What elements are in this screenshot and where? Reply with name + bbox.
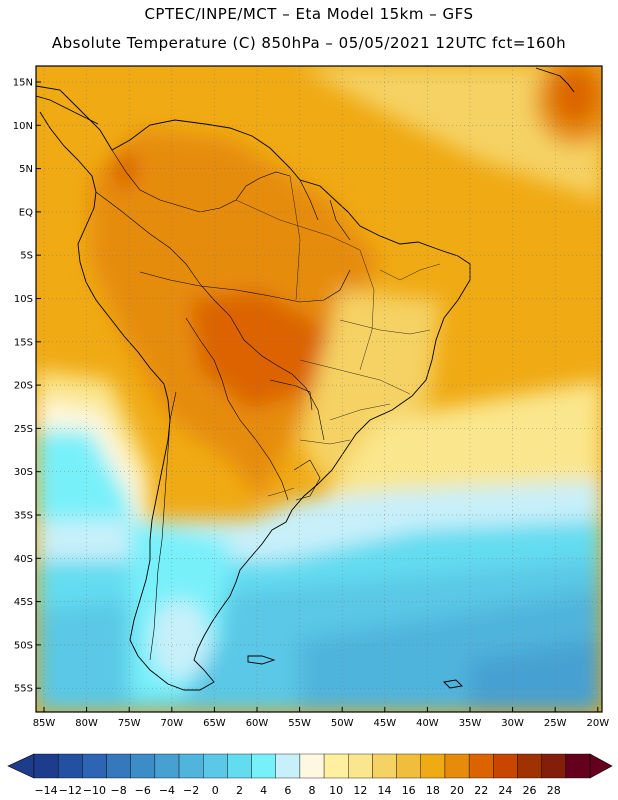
lat-label: 50S bbox=[14, 640, 33, 651]
state-borders bbox=[235, 175, 441, 497]
colorbar-cell bbox=[275, 753, 301, 779]
temperature-field bbox=[36, 66, 602, 712]
lon-label: 30W bbox=[501, 718, 524, 729]
colorbar-cell bbox=[57, 753, 83, 779]
colorbar-label: 26 bbox=[523, 784, 537, 797]
lat-label: 10N bbox=[13, 121, 33, 132]
colorbar-label: −8 bbox=[110, 784, 126, 797]
colorbar-label: 2 bbox=[236, 784, 243, 797]
colorbar-cell bbox=[33, 753, 59, 779]
colorbar-label: 12 bbox=[353, 784, 367, 797]
lon-label: 40W bbox=[416, 718, 439, 729]
colorbar-cell bbox=[251, 753, 276, 779]
country-borders bbox=[95, 149, 351, 661]
colorbar-label: −2 bbox=[183, 784, 199, 797]
lon-label: 70W bbox=[160, 718, 183, 729]
colorbar-label: 28 bbox=[547, 784, 561, 797]
colorbar-label: 18 bbox=[426, 784, 440, 797]
colorbar-label: 20 bbox=[450, 784, 464, 797]
lat-label: 20S bbox=[14, 381, 33, 392]
colorbar-cells bbox=[7, 753, 613, 779]
lon-label: 60W bbox=[246, 718, 269, 729]
colorbar-labels: −14 −12 −10 −8 −6 −4 −2 0 2 4 6 8 10 12 14 16 18 20 22 24 26… bbox=[34, 784, 560, 797]
lon-label: 55W bbox=[288, 718, 311, 729]
colorbar-label: 6 bbox=[284, 784, 291, 797]
lat-label: 40S bbox=[14, 554, 33, 565]
lat-label: 15S bbox=[14, 337, 33, 348]
lon-label: 75W bbox=[118, 718, 141, 729]
lon-label: 45W bbox=[373, 718, 396, 729]
lon-label: 85W bbox=[33, 718, 56, 729]
colorbar-cell bbox=[130, 753, 156, 779]
colorbar-cell bbox=[203, 753, 228, 779]
lat-label: 5S bbox=[20, 251, 33, 262]
colorbar-label: 22 bbox=[474, 784, 488, 797]
colorbar-label: 24 bbox=[498, 784, 512, 797]
temperature-map: 15N 10N 5N EQ 5S 10S 15S 20S 25S 30S 35S 40S 45S 50S 5… bbox=[13, 65, 609, 729]
colorbar-cell bbox=[565, 753, 591, 779]
colorbar-label: −4 bbox=[159, 784, 175, 797]
colorbar-cell bbox=[178, 753, 204, 779]
lat-label: 5N bbox=[19, 164, 33, 175]
lon-label: 65W bbox=[203, 718, 226, 729]
colorbar-cell bbox=[299, 753, 325, 779]
colorbar-label: −10 bbox=[83, 784, 106, 797]
lat-label: 25S bbox=[14, 424, 33, 435]
colorbar-cell bbox=[541, 753, 567, 779]
colorbar-label: −6 bbox=[135, 784, 151, 797]
colorbar-cell bbox=[420, 753, 446, 779]
colorbar-cell bbox=[82, 753, 107, 779]
colorbar-label: 4 bbox=[260, 784, 267, 797]
colorbar-cell bbox=[468, 753, 494, 779]
colorbar-label: 16 bbox=[402, 784, 416, 797]
colorbar-cell bbox=[396, 753, 421, 779]
lat-label: 45S bbox=[14, 597, 33, 608]
colorbar-cell bbox=[323, 753, 349, 779]
colorbar-high-arrow bbox=[589, 753, 613, 779]
colorbar-cell bbox=[106, 753, 131, 779]
latitude-labels: 15N 10N 5N EQ 5S 10S 15S 20S 25S 30S 35S 40S 45S 50S 5… bbox=[13, 78, 41, 695]
lon-label: 20W bbox=[586, 718, 609, 729]
lon-label: 35W bbox=[459, 718, 482, 729]
colorbar-label: 8 bbox=[309, 784, 316, 797]
map-frame bbox=[35, 65, 603, 713]
colorbar-cell bbox=[493, 753, 518, 779]
colorbar-label: 10 bbox=[329, 784, 343, 797]
colorbar-label: 0 bbox=[212, 784, 219, 797]
title-line-2: Absolute Temperature (C) 850hPa – 05/05/… bbox=[51, 34, 567, 52]
colorbar-cell bbox=[227, 753, 252, 779]
lon-label: 50W bbox=[331, 718, 354, 729]
colorbar-label: −14 bbox=[34, 784, 57, 797]
lat-label: 30S bbox=[14, 467, 33, 478]
lon-label: 80W bbox=[75, 718, 98, 729]
colorbar-label: −12 bbox=[59, 784, 82, 797]
colorbar-label: 14 bbox=[378, 784, 392, 797]
title-line-1: CPTEC/INPE/MCT – Eta Model 15km – GFS bbox=[144, 5, 474, 23]
lon-label: 25W bbox=[544, 718, 567, 729]
coastlines bbox=[36, 67, 575, 691]
colorbar-cell bbox=[348, 753, 373, 779]
lat-label: 55S bbox=[14, 684, 33, 695]
longitude-labels: 85W 80W 75W 70W 65W 60W 55W 50W 45W 40W 35W 30W 25W 2… bbox=[33, 707, 609, 729]
lat-label: 35S bbox=[14, 511, 33, 522]
colorbar-low-arrow bbox=[7, 753, 35, 779]
colorbar-cell bbox=[154, 753, 180, 779]
lat-label: 15N bbox=[13, 78, 33, 89]
colorbar-cell bbox=[444, 753, 470, 779]
colorbar-cell bbox=[372, 753, 397, 779]
lat-label: EQ bbox=[19, 207, 33, 218]
lat-label: 10S bbox=[14, 294, 33, 305]
colorbar-cell bbox=[517, 753, 542, 779]
colorbar: −14 −12 −10 −8 −6 −4 −2 0 2 4 6 8 10 12 14 16 18 20 22 24 26… bbox=[7, 753, 613, 797]
